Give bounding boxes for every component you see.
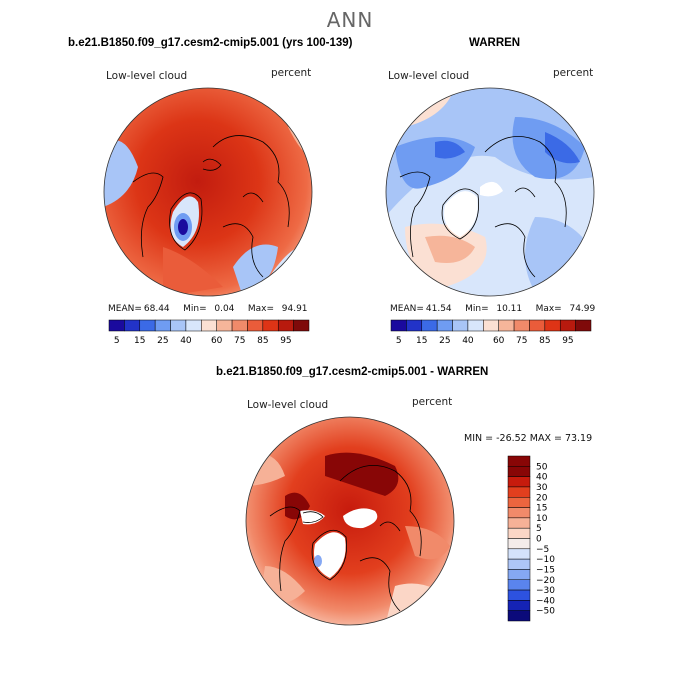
panel-1-polar-map: [103, 87, 313, 297]
panel-2-colorbar-tick-label: 5: [396, 336, 402, 346]
panel-3-title: b.e21.B1850.f09_g17.cesm2-cmip5.001 - WA…: [216, 366, 489, 378]
panel-2-colorbar-swatch: [513, 319, 530, 332]
panel-1-colorbar-swatch: [277, 319, 294, 332]
panel-1-colorbar: 5 15 25 40 60 75 85 95: [108, 319, 310, 346]
panel-1-colorbar-tick-label: 60: [211, 336, 223, 346]
page-title: ANN: [326, 8, 374, 32]
panel-1-colorbar-swatch: [216, 319, 233, 332]
panel-2-variable-label: Low-level cloud: [388, 70, 470, 82]
panel-2-colorbar-swatch: [436, 319, 453, 332]
panel-2-colorbar-tick-label: 95: [562, 336, 573, 346]
panel-2-colorbar-tick-label: 15: [416, 336, 427, 346]
panel-3-colorbar-swatch: [507, 455, 531, 467]
panel-3-colorbar-tick-label: 30: [536, 483, 548, 493]
panel-3-colorbar-swatch: [507, 589, 531, 601]
panel-1-colorbar-swatch: [154, 319, 171, 332]
panel-2-stats: MEAN= 41.54 Min= 10.11 Max= 74.99: [390, 304, 596, 314]
panel-2-colorbar-swatch: [452, 319, 469, 332]
panel-3-colorbar-tick-label: 10: [536, 514, 548, 524]
panel-2-title: WARREN: [469, 37, 521, 49]
panel-3-colorbar-swatch: [507, 497, 531, 508]
panel-2-colorbar-tick-label: 85: [539, 336, 550, 346]
panel-3-colorbar-swatch: [507, 548, 531, 560]
panel-1-colorbar-swatch: [108, 319, 125, 332]
panel-2-colorbar-swatch: [544, 319, 561, 332]
panel-2-colorbar-tick-label: 40: [462, 336, 474, 346]
panel-1-colorbar-swatch: [139, 319, 156, 332]
panel-2-colorbar-swatch: [575, 319, 592, 332]
panel-1-colorbar-tick-label: 95: [280, 336, 291, 346]
panel-3-colorbar-tick-label: −30: [536, 586, 555, 596]
panel-3-colorbar-swatch: [507, 600, 531, 611]
panel-2-colorbar-tick-label: 25: [439, 336, 450, 346]
panel-1-colorbar-tick-label: 15: [134, 336, 145, 346]
panel-1-colorbar-tick-label: 75: [234, 336, 245, 346]
panel-2-colorbar-swatch: [559, 319, 576, 332]
panel-3-colorbar-swatch: [507, 538, 531, 550]
panel-3-colorbar-swatch: [507, 579, 531, 591]
panel-1-colorbar-swatch: [247, 319, 264, 332]
panel-3-colorbar-swatch: [507, 517, 531, 529]
panel-2-colorbar-swatch: [406, 319, 423, 332]
panel-3-variable-label: Low-level cloud: [247, 399, 329, 411]
panel-3-colorbar-swatch: [507, 569, 531, 580]
panel-3-colorbar-tick-label: 20: [536, 493, 548, 503]
panel-2-colorbar-tick-label: 60: [493, 336, 505, 346]
panel-3-colorbar-tick-label: 50: [536, 462, 548, 472]
panel-1-colorbar-swatch: [124, 319, 141, 332]
panel-3-colorbar-tick-label: 5: [536, 524, 542, 534]
panel-2-colorbar-swatch: [421, 319, 438, 332]
panel-2-colorbar-tick-label: 75: [516, 336, 527, 346]
panel-2-colorbar-swatch: [390, 319, 407, 332]
panel-1-colorbar-swatch: [262, 319, 279, 332]
panel-3-colorbar-tick-label: −10: [536, 555, 555, 565]
panel-1-colorbar-swatch: [185, 319, 202, 332]
panel-3-colorbar-tick-label: −40: [536, 596, 555, 606]
panel-1-variable-label: Low-level cloud: [106, 70, 188, 82]
panel-2-colorbar-swatch: [483, 319, 499, 332]
panel-1-units-label: percent: [271, 67, 312, 79]
panel-3-colorbar-tick-label: −50: [536, 607, 555, 617]
panel-2-colorbar-swatch: [529, 319, 546, 332]
panel-3-colorbar-swatch: [507, 610, 531, 622]
panel-3-colorbar-swatch: [507, 527, 531, 539]
panel-2-colorbar: 5 15 25 40 60 75 85 95: [390, 319, 592, 346]
panel-3-units-label: percent: [412, 396, 453, 408]
panel-3-colorbar-swatch: [507, 476, 531, 488]
panel-2-colorbar-swatch: [467, 319, 484, 332]
panel-3-colorbar-swatch: [507, 486, 531, 498]
panel-3-colorbar-tick-label: −5: [536, 545, 549, 555]
panel-3-polar-map: [245, 416, 455, 626]
panel-1-stats: MEAN= 68.44 Min= 0.04 Max= 94.91: [108, 304, 308, 314]
panel-3-colorbar-tick-label: 15: [536, 504, 547, 514]
panel-1-colorbar-tick-label: 40: [180, 336, 192, 346]
panel-1-colorbar-tick-label: 5: [114, 336, 120, 346]
panel-2-units-label: percent: [553, 67, 594, 79]
panel-3-colorbar-swatch: [507, 558, 531, 570]
panel-1-colorbar-swatch: [170, 319, 187, 332]
panel-3-colorbar-swatch: [507, 507, 531, 519]
panel-3-colorbar-tick-label: −20: [536, 576, 555, 586]
panel-3-colorbar-tick-label: 0: [536, 535, 542, 545]
panel-3-colorbar-swatch: [507, 466, 531, 477]
panel-2-polar-map: [385, 87, 595, 297]
panel-1-colorbar-tick-label: 25: [157, 336, 168, 346]
panel-1-colorbar-swatch: [201, 319, 217, 332]
panel-1-colorbar-swatch: [293, 319, 310, 332]
panel-3-colorbar-tick-label: 40: [536, 473, 548, 483]
panel-1-colorbar-swatch: [231, 319, 248, 332]
panel-1-colorbar-tick-label: 85: [257, 336, 268, 346]
panel-2-colorbar-swatch: [498, 319, 515, 332]
panel-3-colorbar-tick-label: −15: [536, 565, 555, 575]
panel-1-title: b.e21.B1850.f09_g17.cesm2-cmip5.001 (yrs…: [68, 37, 353, 49]
panel-3-minmax: MIN = -26.52 MAX = 73.19: [464, 433, 593, 444]
